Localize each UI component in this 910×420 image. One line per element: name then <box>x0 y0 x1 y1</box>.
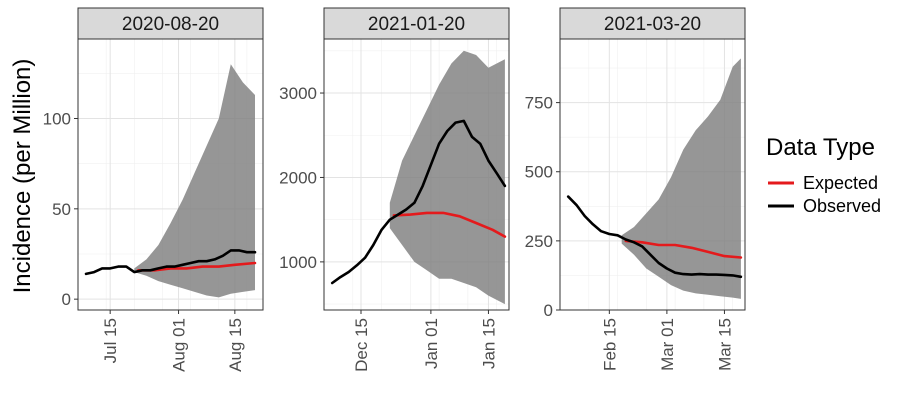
legend-entry-observed: Observed <box>768 196 881 216</box>
facet-panels: 2020-08-20 0 50 100 Jul 15 Aug 01 Aug 15 2021-0… <box>43 7 746 372</box>
x-tick-label: Aug 15 <box>226 318 245 372</box>
x-tick-label: Dec 15 <box>352 318 371 372</box>
expected-series-line <box>392 211 507 238</box>
y-tick-label: 500 <box>525 163 553 182</box>
facet-strip <box>559 7 746 40</box>
legend-entries: Expected Observed <box>768 173 881 216</box>
y-tick-label: 50 <box>52 200 71 219</box>
x-tick-label: Jan 01 <box>422 318 441 369</box>
legend-label: Expected <box>803 173 878 193</box>
y-tick-label: 0 <box>62 290 71 309</box>
y-tick-label: 0 <box>544 301 553 320</box>
observed-series-line <box>566 195 743 279</box>
facet-panel-1: 2020-08-20 0 50 100 Jul 15 Aug 01 Aug 15 <box>43 7 264 372</box>
x-tick-label: Feb 15 <box>600 318 619 371</box>
facet-strip <box>77 7 264 40</box>
facet-strip-title: 2021-03-20 <box>604 14 701 35</box>
facet-panel-3: 2021-03-20 0 250 500 750 Feb 15 Mar 01 Mar 15 <box>525 7 746 371</box>
y-tick-label: 2000 <box>279 168 317 187</box>
observed-series-line <box>84 249 257 276</box>
observed-series-line <box>330 119 507 285</box>
y-tick-label: 100 <box>43 109 71 128</box>
x-tick-label: Jan 15 <box>479 318 498 369</box>
y-tick-label: 3000 <box>279 84 317 103</box>
y-tick-label: 250 <box>525 232 553 251</box>
expected-series-line <box>624 239 743 259</box>
facet-strip-title: 2021-01-20 <box>368 14 465 35</box>
x-tick-label: Jul 15 <box>101 318 120 363</box>
y-tick-label: 750 <box>525 94 553 113</box>
data-layer <box>330 50 507 305</box>
legend-entry-expected: Expected <box>768 173 878 193</box>
legend-title: Data Type <box>766 134 875 161</box>
uncertainty-band <box>134 64 255 298</box>
uncertainty-band <box>621 58 741 299</box>
panel-border <box>559 38 746 311</box>
facet-strip <box>323 7 510 40</box>
panel-border <box>323 38 510 311</box>
data-layer <box>566 58 743 299</box>
y-tick-label: 1000 <box>279 253 317 272</box>
legend: Data Type Expected Observed <box>766 134 881 216</box>
x-tick-label: Mar 15 <box>715 318 734 371</box>
facet-strip-title: 2020-08-20 <box>122 14 219 35</box>
data-layer <box>84 64 257 298</box>
x-tick-label: Aug 01 <box>170 318 189 372</box>
uncertainty-band <box>389 50 505 305</box>
legend-label: Observed <box>803 196 881 216</box>
y-axis-title: Incidence (per Million) <box>9 59 36 294</box>
x-tick-label: Mar 01 <box>658 318 677 371</box>
facet-panel-2: 2021-01-20 1000 2000 3000 Dec 15 Jan 01 Jan 15 <box>279 7 510 372</box>
panel-border <box>77 38 264 311</box>
